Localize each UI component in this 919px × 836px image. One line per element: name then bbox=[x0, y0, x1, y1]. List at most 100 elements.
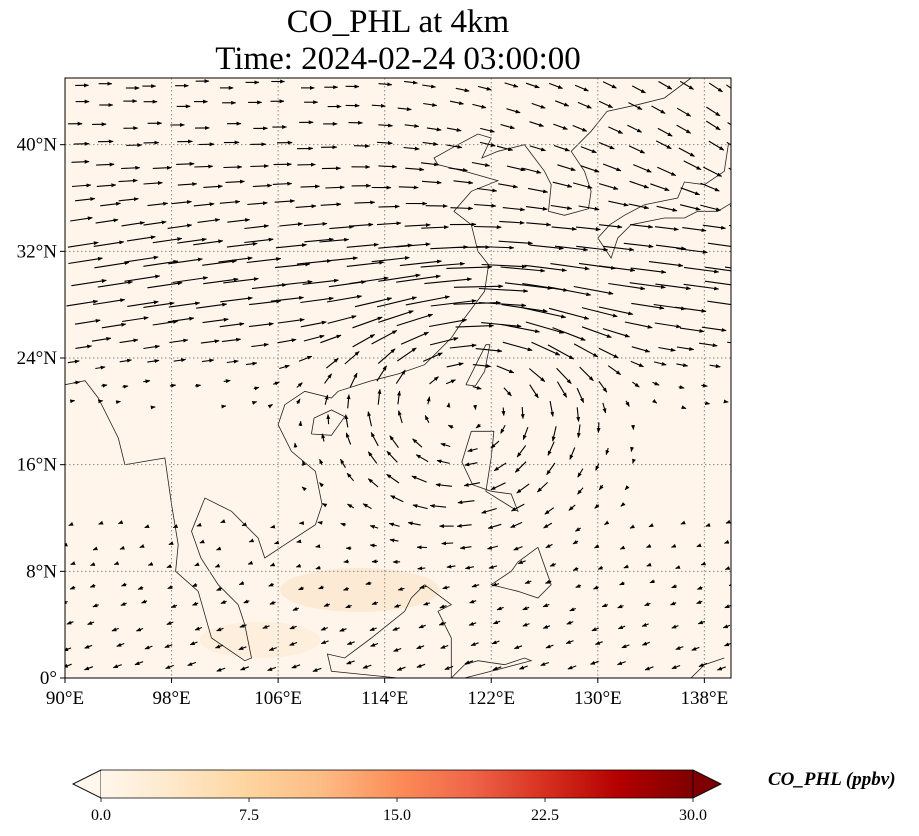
wind-arrow bbox=[641, 641, 650, 646]
wind-arrow bbox=[279, 364, 290, 370]
wind-arrow bbox=[396, 666, 406, 671]
wind-arrow bbox=[303, 334, 325, 342]
y-axis-ticks: 0° 8°N 16°N 24°N 32°N 40°N bbox=[17, 135, 65, 689]
wind-arrow bbox=[670, 601, 677, 606]
wind-arrow bbox=[440, 644, 449, 649]
x-tick-label: 114°E bbox=[361, 688, 408, 709]
wind-arrow bbox=[576, 407, 581, 422]
wind-arrow bbox=[362, 664, 372, 669]
wind-arrow bbox=[376, 296, 417, 308]
wind-arrow bbox=[473, 225, 502, 230]
wind-arrow bbox=[602, 328, 630, 338]
wind-arrow bbox=[440, 443, 451, 448]
wind-arrow bbox=[608, 126, 624, 134]
wind-arrow bbox=[734, 384, 740, 385]
wind-arrow bbox=[574, 84, 589, 92]
wind-arrow bbox=[325, 185, 345, 190]
wind-arrow bbox=[69, 585, 76, 590]
wind-arrow bbox=[96, 183, 117, 188]
wind-arrow bbox=[202, 259, 237, 266]
wind-arrow bbox=[71, 183, 92, 188]
wind-arrow bbox=[423, 601, 431, 606]
wind-arrow bbox=[675, 306, 707, 313]
wind-arrow bbox=[619, 581, 625, 586]
wind-arrow bbox=[376, 221, 402, 226]
wind-arrow bbox=[729, 205, 731, 207]
wind-arrow bbox=[649, 579, 655, 584]
wind-arrow bbox=[397, 390, 401, 405]
wind-arrow bbox=[397, 410, 403, 424]
wind-arrow bbox=[378, 82, 393, 87]
wind-arrow bbox=[289, 641, 298, 646]
wind-arrow bbox=[407, 521, 421, 526]
wind-arrow bbox=[295, 204, 317, 209]
wind-arrow bbox=[456, 523, 472, 528]
wind-arrow bbox=[404, 223, 431, 228]
wind-arrow bbox=[545, 579, 552, 584]
wind-arrow bbox=[194, 626, 203, 631]
wind-arrow bbox=[703, 166, 723, 177]
wind-arrow bbox=[730, 243, 731, 244]
wind-arrow bbox=[416, 645, 425, 650]
wind-arrow bbox=[500, 323, 540, 333]
wind-arrow bbox=[248, 322, 274, 328]
wind-arrow bbox=[200, 339, 220, 344]
wind-arrow bbox=[376, 365, 387, 382]
wind-arrow bbox=[143, 220, 167, 226]
wind-arrow bbox=[137, 585, 144, 590]
wind-arrow bbox=[113, 561, 120, 566]
wind-arrow bbox=[644, 666, 654, 671]
wind-arrow bbox=[111, 627, 119, 632]
wind-arrow bbox=[598, 224, 623, 229]
wind-arrow bbox=[655, 244, 687, 251]
wind-arrow bbox=[683, 160, 702, 171]
wind-arrow bbox=[492, 666, 502, 671]
wind-arrow bbox=[724, 604, 731, 609]
wind-arrow bbox=[594, 544, 600, 549]
x-tick-label: 98°E bbox=[152, 688, 190, 709]
wind-arrow bbox=[349, 372, 358, 388]
y-tick-label: 8°N bbox=[26, 561, 57, 582]
wind-arrow bbox=[124, 255, 159, 263]
wind-arrow bbox=[377, 348, 396, 365]
wind-arrow bbox=[671, 584, 677, 589]
wind-arrow bbox=[522, 427, 529, 441]
wind-arrow bbox=[722, 624, 731, 629]
wind-arrow bbox=[194, 164, 214, 169]
wind-arrow bbox=[144, 645, 153, 650]
wind-arrow bbox=[349, 276, 389, 285]
wind-arrow bbox=[75, 344, 93, 349]
wind-arrow bbox=[244, 237, 274, 244]
wind-arrow bbox=[702, 224, 726, 230]
wind-arrow bbox=[574, 527, 581, 532]
wind-arrow bbox=[657, 166, 677, 177]
wind-arrow bbox=[696, 585, 703, 590]
wind-arrow bbox=[506, 108, 521, 114]
wind-arrow bbox=[397, 107, 412, 112]
map-frame bbox=[64, 77, 732, 679]
wind-arrow bbox=[352, 334, 376, 348]
wind-arrow bbox=[572, 182, 593, 189]
wind-arrow bbox=[548, 286, 592, 297]
wind-arrow bbox=[193, 202, 215, 207]
wind-arrow bbox=[671, 543, 677, 548]
wind-arrow bbox=[127, 300, 159, 307]
wind-arrow bbox=[345, 604, 352, 609]
wind-arrow bbox=[278, 318, 305, 324]
wind-arrow bbox=[422, 84, 436, 89]
wind-arrow bbox=[347, 503, 354, 509]
wind-arrow bbox=[326, 294, 363, 303]
wind-arrow bbox=[678, 147, 695, 157]
wind-arrow bbox=[450, 206, 474, 211]
colorbar-ticks: 0.0 7.5 15.0 22.5 30.0 bbox=[91, 798, 707, 824]
wind-arrow bbox=[701, 326, 727, 332]
wind-arrow bbox=[274, 540, 280, 545]
wind-arrow bbox=[547, 344, 575, 360]
wind-arrow bbox=[121, 165, 141, 170]
wind-arrow bbox=[177, 182, 198, 187]
wind-arrow bbox=[189, 641, 198, 646]
wind-arrow bbox=[248, 538, 255, 543]
wind-arrow bbox=[389, 538, 399, 543]
coastline bbox=[326, 584, 453, 678]
wind-arrow bbox=[522, 606, 530, 611]
